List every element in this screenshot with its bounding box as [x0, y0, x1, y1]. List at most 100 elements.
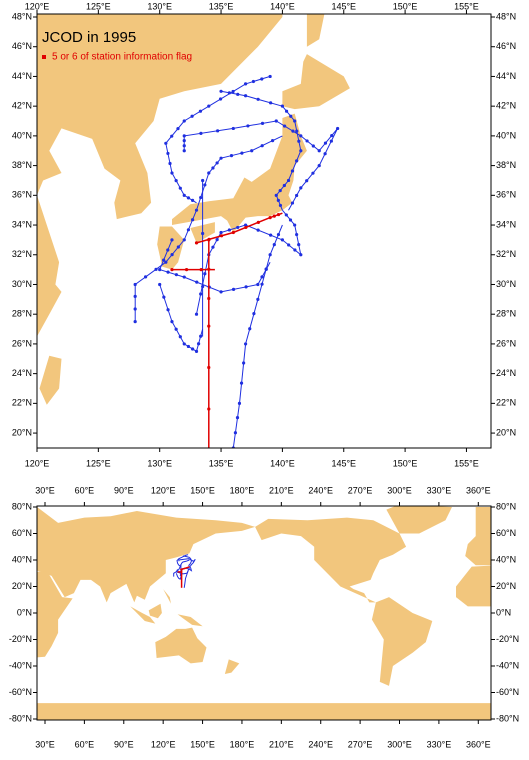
station [154, 267, 158, 271]
station [199, 334, 203, 338]
land [37, 507, 256, 603]
station [170, 253, 174, 257]
lat-label: 32°N [12, 249, 32, 259]
lat-label: 24°N [496, 368, 516, 378]
station [305, 139, 309, 143]
lon-label: 120°E [25, 458, 50, 468]
station [288, 218, 293, 222]
lat-label: 40°N [12, 130, 32, 140]
station [278, 188, 282, 193]
lat-label: 28°N [496, 309, 516, 319]
land [255, 517, 407, 603]
station [278, 203, 283, 208]
station [260, 275, 264, 279]
station [162, 295, 166, 299]
station [227, 228, 231, 232]
lon-label: 145°E [331, 1, 356, 11]
station [219, 230, 223, 235]
station [231, 126, 235, 131]
station [268, 74, 272, 79]
lat-label: 44°N [12, 71, 32, 81]
station [201, 178, 205, 183]
lon-label: 150°E [393, 1, 418, 11]
station [174, 327, 178, 331]
land [177, 614, 203, 627]
station [203, 183, 207, 187]
lat-label: 40°N [496, 554, 516, 564]
lat-label: -20°N [496, 634, 519, 644]
land [148, 603, 162, 619]
station [276, 212, 281, 217]
lon-label: 60°E [75, 739, 95, 749]
station [233, 431, 238, 435]
station [251, 79, 256, 84]
station [207, 324, 211, 328]
lon-label: 60°E [75, 485, 95, 495]
station [207, 296, 211, 301]
station [291, 129, 295, 133]
lon-label: 90°E [114, 485, 134, 495]
station [299, 149, 303, 153]
land [306, 14, 325, 47]
station [178, 335, 182, 339]
station [218, 97, 223, 101]
lat-label: 44°N [496, 71, 516, 81]
station [256, 228, 260, 232]
lat-label: 30°N [12, 279, 32, 289]
lat-label: 42°N [496, 101, 516, 111]
station [207, 171, 211, 175]
station [219, 290, 223, 294]
station [196, 342, 201, 346]
lat-label: 40°N [496, 130, 516, 140]
station [215, 238, 219, 242]
station [190, 347, 195, 351]
track [275, 105, 302, 211]
land [371, 597, 433, 686]
station [194, 349, 199, 353]
station [182, 238, 186, 242]
station [133, 307, 137, 311]
station [248, 327, 252, 331]
lon-label: 30°E [35, 485, 55, 495]
station [243, 94, 248, 98]
land [37, 14, 283, 337]
lon-label: 125°E [86, 1, 111, 11]
lat-label: 34°N [496, 219, 516, 229]
track [178, 558, 196, 567]
land [386, 506, 452, 534]
station [244, 225, 248, 230]
station [270, 139, 275, 143]
station [182, 342, 186, 346]
land [282, 54, 350, 110]
lat-label: -80°N [496, 713, 519, 723]
station [260, 121, 265, 125]
lon-label: 150°E [393, 458, 418, 468]
track [196, 212, 283, 244]
station [216, 129, 220, 133]
lat-label: 26°N [496, 338, 516, 348]
lat-label: 42°N [12, 101, 32, 111]
station [272, 214, 276, 218]
station [289, 114, 293, 118]
station [178, 186, 182, 190]
station [317, 164, 321, 168]
station [272, 243, 276, 247]
lat-label: 46°N [12, 41, 32, 51]
station [231, 287, 236, 291]
station [269, 101, 273, 105]
station [190, 114, 194, 118]
station [158, 268, 162, 272]
station [162, 258, 166, 262]
station [190, 198, 195, 202]
station [286, 178, 291, 183]
station [186, 196, 191, 200]
track [175, 573, 182, 580]
station [207, 407, 211, 411]
station [219, 156, 223, 160]
lon-label: 135°E [209, 1, 234, 11]
lon-label: 135°E [209, 458, 234, 468]
station [182, 119, 186, 123]
station [207, 104, 211, 108]
land [224, 659, 240, 674]
station [260, 144, 264, 148]
